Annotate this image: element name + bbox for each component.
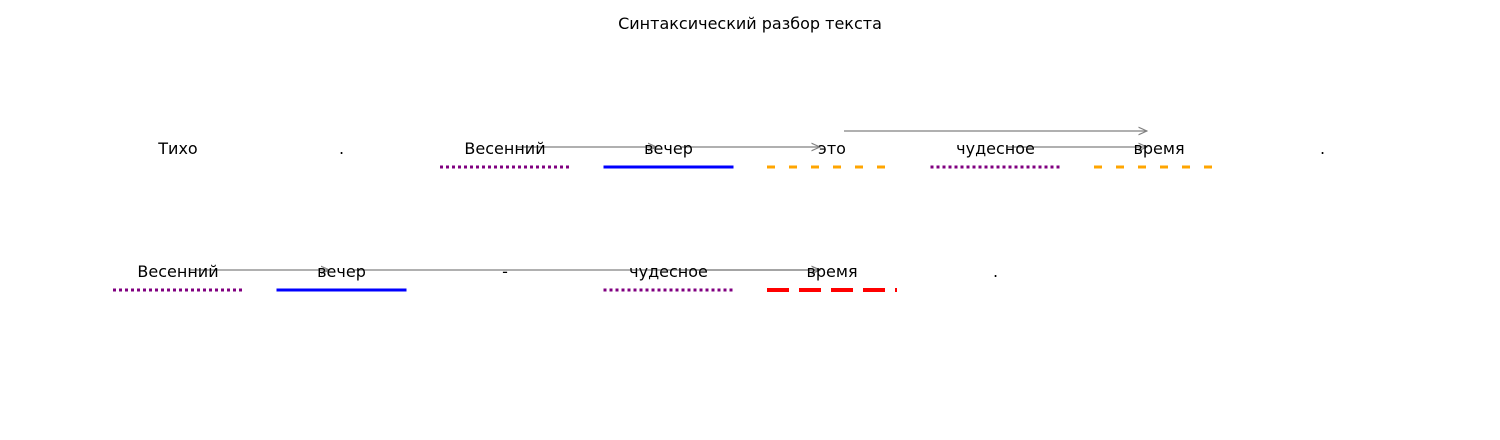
sentence-2-word-4: чудесное (629, 262, 708, 281)
sentence-2-word-2: вечер (317, 262, 366, 281)
sentence-1-word-1: Тихо (157, 139, 197, 158)
sentence-2-word-1: Весенний (137, 262, 218, 281)
sentence-1-word-7: время (1133, 139, 1184, 158)
sentence-1-word-6: чудесное (956, 139, 1035, 158)
sentence-2-word-5: время (806, 262, 857, 281)
sentence-1-word-4: вечер (644, 139, 693, 158)
sentence-1-word-2: . (339, 139, 344, 158)
diagram-title: Синтаксический разбор текста (618, 14, 882, 33)
links-layer (190, 131, 1147, 270)
words-layer: Тихо. Весенний вечер это чудесное время . Весен… (113, 139, 1325, 292)
sentence-1-word-8: . (1320, 139, 1325, 158)
sentence-2-word-3: - (502, 262, 508, 281)
sentence-1-word-5: это (818, 139, 846, 158)
sentence-2-word-6: . (993, 262, 998, 281)
sentence-1-word-3: Весенний (464, 139, 545, 158)
